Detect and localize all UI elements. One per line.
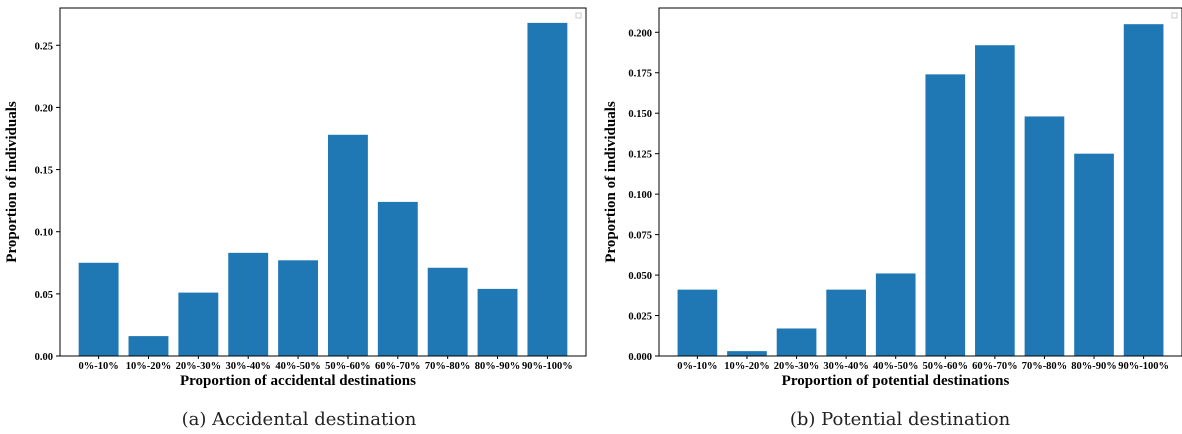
y-tick-label: 0.125	[628, 150, 652, 161]
bar-40pct-50pct	[278, 260, 319, 356]
x-tick-label: 60%-70%	[375, 361, 421, 372]
empty-legend-box	[1171, 12, 1178, 19]
bar-60pct-70pct	[975, 45, 1015, 356]
y-tick-label: 0.075	[628, 231, 652, 242]
x-tick-label: 50%-60%	[923, 361, 969, 372]
x-tick-label: 40%-50%	[275, 361, 321, 372]
bar-0pct-10pct	[78, 262, 119, 356]
x-tick-label: 80%-90%	[475, 361, 521, 372]
y-axis-ticks: 0.00 0.05 0.10 0.15 0.20 0.25	[35, 41, 60, 363]
y-tick-label: 0.05	[35, 290, 53, 301]
bar-0pct-10pct	[677, 289, 718, 356]
x-tick-label: 70%-80%	[425, 361, 471, 372]
plot-frame	[59, 7, 587, 357]
y-tick-label: 0.050	[628, 271, 652, 282]
bar-50pct-60pct	[327, 134, 368, 356]
y-tick-label: 0.00	[35, 352, 53, 363]
x-tick-label: 20%-30%	[774, 361, 820, 372]
x-axis-title: Proportion of potential destinations	[782, 373, 1010, 389]
y-tick-label: 0.15	[35, 166, 53, 177]
x-axis-ticks: 0%-10% 10%-20% 20%-30% 30%-40% 40%-50% 50%-60…	[78, 356, 573, 372]
y-tick-label: 0.150	[628, 109, 652, 120]
x-tick-label: 30%-40%	[225, 361, 271, 372]
bar-80pct-90pct	[1074, 153, 1114, 356]
bar-70pct-80pct	[1024, 116, 1065, 356]
bar-20pct-30pct	[178, 292, 219, 356]
x-axis-ticks: 0%-10% 10%-20% 20%-30% 30%-40% 40%-50% 50%-60…	[677, 356, 1169, 372]
y-tick-label: 0.025	[628, 312, 652, 323]
y-tick-label: 0.25	[35, 41, 53, 52]
bar-30pct-40pct	[228, 252, 269, 356]
bar-10pct-20pct	[128, 336, 169, 356]
bar-20pct-30pct	[776, 328, 817, 356]
bar-30pct-40pct	[826, 289, 866, 356]
y-tick-label: 0.100	[628, 190, 652, 201]
x-tick-label: 90%-100%	[522, 361, 573, 372]
bar-90pct-100pct	[527, 22, 568, 356]
y-tick-label: 0.20	[35, 103, 53, 114]
bar-70pct-80pct	[427, 267, 468, 356]
x-axis-title: Proportion of accidental destinations	[180, 373, 416, 389]
y-axis-ticks: 0.000 0.025 0.050 0.075 0.100 0.125 0.150 0.175…	[628, 28, 659, 363]
chart-panel-accidental: 0.00 0.05 0.10 0.15 0.20 0.25 0%-10% 10%-20% 20…	[4, 7, 587, 430]
x-tick-label: 20%-30%	[176, 361, 222, 372]
y-axis-title: Proportion of individuals	[603, 101, 619, 263]
plot-frame	[658, 7, 1182, 357]
x-tick-label: 10%-20%	[126, 361, 172, 372]
x-tick-label: 0%-10%	[78, 361, 118, 372]
x-tick-label: 10%-20%	[724, 361, 770, 372]
figure-caption-b: (b) Potential destination	[790, 409, 1011, 430]
bar-60pct-70pct	[377, 201, 418, 356]
figure-caption-a: (a) Accidental destination	[182, 409, 417, 430]
bar-series	[78, 22, 568, 356]
chart-panel-potential: 0.000 0.025 0.050 0.075 0.100 0.125 0.150 0.175…	[603, 7, 1182, 430]
y-tick-label: 0.175	[628, 69, 652, 80]
x-tick-label: 50%-60%	[325, 361, 371, 372]
y-tick-label: 0.10	[35, 228, 53, 239]
x-tick-label: 90%-100%	[1118, 361, 1169, 372]
empty-legend-box	[575, 12, 582, 19]
bar-80pct-90pct	[477, 288, 518, 356]
y-tick-label: 0.000	[628, 352, 652, 363]
x-tick-label: 80%-90%	[1071, 361, 1117, 372]
x-tick-label: 60%-70%	[972, 361, 1018, 372]
bar-series	[677, 24, 1164, 357]
x-tick-label: 30%-40%	[823, 361, 869, 372]
x-tick-label: 70%-80%	[1022, 361, 1068, 372]
x-tick-label: 40%-50%	[873, 361, 919, 372]
bar-90pct-100pct	[1123, 24, 1164, 356]
bar-40pct-50pct	[875, 273, 916, 356]
bar-10pct-20pct	[727, 351, 767, 356]
bar-50pct-60pct	[925, 74, 966, 357]
y-axis-title: Proportion of individuals	[4, 101, 20, 263]
x-tick-label: 0%-10%	[677, 361, 717, 372]
y-tick-label: 0.200	[628, 28, 652, 39]
